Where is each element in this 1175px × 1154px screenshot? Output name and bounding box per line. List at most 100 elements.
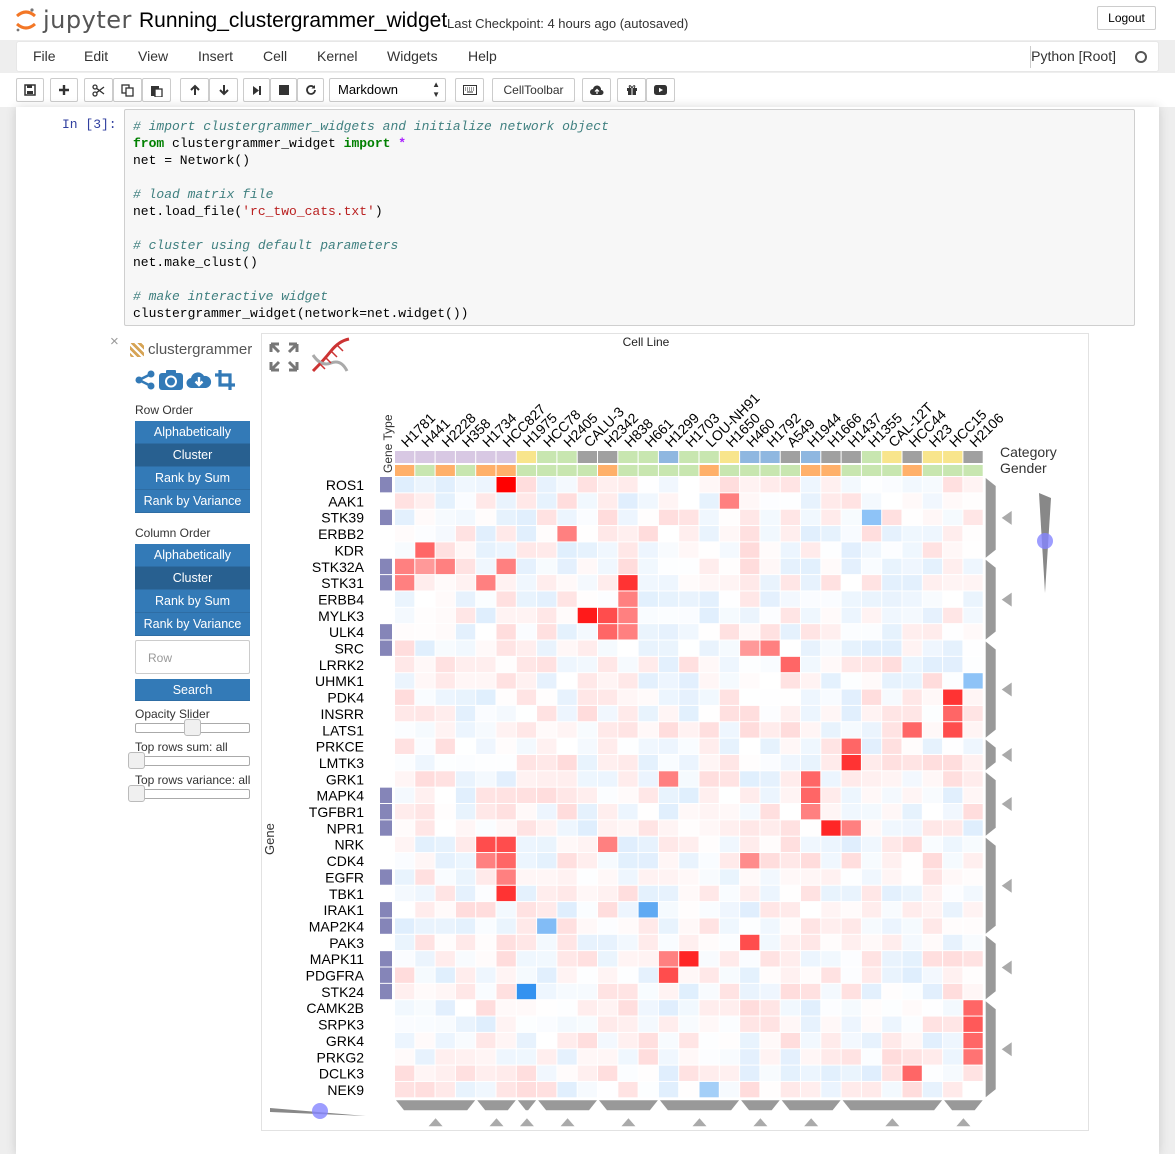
row-dendrogram-trapezoid [1001,682,1012,697]
menu-cell[interactable]: Cell [263,48,288,64]
column-zoom-slider-handle[interactable] [312,1103,328,1119]
video-button[interactable] [646,78,675,102]
close-output-button[interactable]: × [110,333,119,350]
menu-kernel[interactable]: Kernel [317,48,358,64]
search-button[interactable]: Search [135,679,250,701]
column-category-cell [679,451,699,463]
heatmap-cell [801,624,821,640]
code-cell-editor[interactable]: # import clustergrammer_widgets and init… [124,109,1135,326]
column-category-cell [699,451,719,463]
run-cell-button[interactable] [243,78,270,102]
row-category-cell [380,558,392,575]
heatmap-cell [841,869,861,885]
logout-button[interactable]: Logout [1097,6,1156,30]
row-order-rank-by-variance-button[interactable]: Rank by Variance [135,490,250,513]
top-rows-sum-slider[interactable] [135,756,250,766]
move-cell-up-button[interactable] [180,78,209,102]
column-order-rank-by-sum-button[interactable]: Rank by Sum [135,590,250,613]
heatmap-cell [699,1000,719,1016]
insert-cell-button[interactable] [50,78,78,102]
heatmap-cell [679,738,699,754]
row-zoom-slider[interactable] [1037,493,1053,593]
heatmap-cell [395,656,415,673]
heatmap-cell [699,591,719,607]
camera-icon[interactable] [158,369,184,391]
column-zoom-slider[interactable] [270,1103,366,1119]
heatmap-cell [537,624,557,640]
menu-file[interactable]: File [33,48,56,64]
share-icon[interactable] [134,369,156,391]
top-rows-sum-slider-handle[interactable] [128,752,145,769]
cut-button[interactable] [84,78,113,102]
top-rows-variance-slider[interactable] [135,789,250,799]
row-label: STK31 [321,575,364,591]
column-order-alphabetically-button[interactable]: Alphabetically [135,544,250,567]
row-order-cluster-button[interactable]: Cluster [135,444,250,467]
heatmap-cell [780,1049,800,1065]
menu-insert[interactable]: Insert [198,48,234,64]
row-order-alphabetically-button[interactable]: Alphabetically [135,421,250,444]
heatmap-cell [943,983,963,1000]
reset-zoom-icon[interactable] [269,342,299,372]
crop-icon[interactable] [214,369,238,391]
heatmap-cell [557,885,577,902]
restart-kernel-button[interactable] [297,78,324,102]
heatmap-cell [537,804,557,820]
heatmap-cell [435,787,455,803]
heatmap-cell [395,754,415,771]
column-order-cluster-button[interactable]: Cluster [135,567,250,590]
row-dendrogram-trapezoid [1001,592,1012,607]
heatmap-cell [476,820,496,836]
heatmap-cell [740,754,760,771]
heatmap-cell [435,477,455,493]
heatmap-cell [943,754,963,771]
heatmap-cell [780,754,800,771]
save-button[interactable] [16,78,44,102]
heatmap-cell [963,477,983,493]
celltoolbar-button[interactable]: CellToolbar [492,78,575,102]
command-palette-button[interactable] [455,78,484,102]
paste-button[interactable] [142,78,171,102]
heatmap-cell [415,526,435,542]
top-rows-variance-slider-handle[interactable] [128,785,145,802]
heatmap-cell [516,542,537,558]
menu-edit[interactable]: Edit [84,48,109,64]
heatmap-cell [516,705,537,722]
heatmap-cell [699,787,719,803]
heatmap-cell [841,738,861,754]
column-gender-cell [719,465,740,476]
cell-type-select[interactable]: Markdown ▲ ▼ [329,78,446,102]
heatmap-cell [496,656,516,673]
heatmap-cell [699,1016,719,1032]
heatmap-cell [496,902,516,918]
column-order-rank-by-variance-button[interactable]: Rank by Variance [135,613,250,636]
heatmap-cell [902,526,922,542]
heatmap-cell [496,558,516,575]
jupyter-logo[interactable]: jupyter [15,4,132,36]
heatmap-cell [719,591,740,607]
heatmap-cell [760,853,780,869]
menu-view[interactable]: View [138,48,169,64]
download-icon[interactable] [186,369,212,391]
menu-widgets[interactable]: Widgets [387,48,438,64]
heatmap-cell [760,804,780,820]
row-search-input[interactable]: Row [135,640,250,674]
row-zoom-slider-handle[interactable] [1037,533,1053,549]
heatmap-cell [740,902,760,918]
upload-button[interactable] [582,78,611,102]
copy-button[interactable] [113,78,142,102]
heatmap-cell [679,575,699,591]
column-gender-cell [658,465,679,476]
interrupt-kernel-button[interactable] [270,78,297,102]
notebook-name[interactable]: Running_clustergrammer_widget [139,9,448,32]
heatmap-cell [922,869,943,885]
heatmap-cell [455,1032,476,1049]
move-cell-down-button[interactable] [209,78,238,102]
menu-help[interactable]: Help [468,48,497,64]
opacity-slider-handle[interactable] [184,719,201,736]
row-label: TGFBR1 [309,804,364,820]
gift-button[interactable] [617,78,646,102]
row-order-rank-by-sum-button[interactable]: Rank by Sum [135,467,250,490]
row-label: MAP2K4 [309,918,364,934]
dna-icon[interactable] [311,337,350,373]
